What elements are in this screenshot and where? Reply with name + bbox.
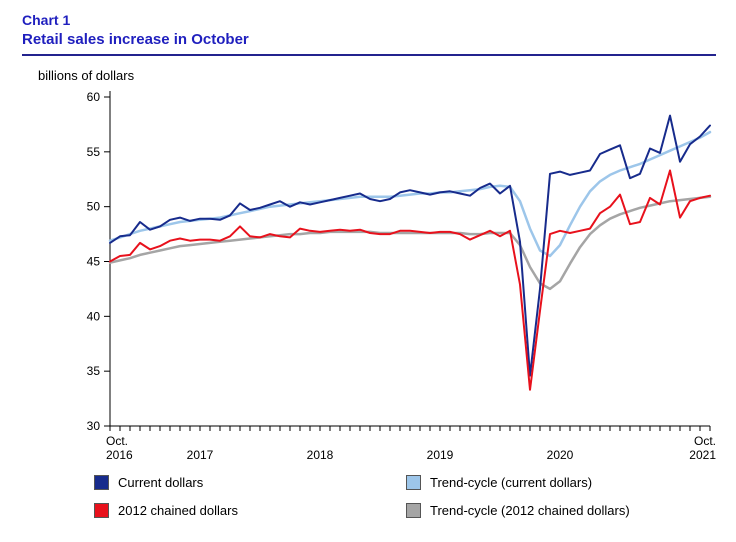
y-tick-label: 45 bbox=[87, 255, 101, 269]
chart-legend: Current dollars Trend-cycle (current dol… bbox=[94, 475, 716, 518]
page: Chart 1 Retail sales increase in October… bbox=[22, 12, 717, 518]
trend-chained-swatch bbox=[406, 503, 421, 518]
legend-item-trend-current: Trend-cycle (current dollars) bbox=[406, 475, 716, 490]
x-year-label: 2019 bbox=[427, 448, 454, 462]
trend-current-swatch bbox=[406, 475, 421, 490]
legend-item-current-dollars: Current dollars bbox=[94, 475, 406, 490]
title-divider bbox=[22, 54, 716, 56]
y-tick-label: 40 bbox=[87, 309, 101, 323]
legend-label: Current dollars bbox=[118, 475, 204, 490]
legend-item-trend-chained: Trend-cycle (2012 chained dollars) bbox=[406, 503, 716, 518]
page-title: Retail sales increase in October bbox=[22, 30, 249, 48]
x-year-label: 2018 bbox=[307, 448, 334, 462]
x-start-month-label: Oct. bbox=[106, 434, 128, 448]
x-year-label: 2017 bbox=[187, 448, 214, 462]
chained-dollars-swatch bbox=[94, 503, 109, 518]
x-start-year-label: 2016 bbox=[106, 448, 133, 462]
legend-label: 2012 chained dollars bbox=[118, 503, 238, 518]
series-line-current-dollars bbox=[109, 114, 711, 377]
y-tick-label: 30 bbox=[87, 419, 101, 433]
current-dollars-swatch bbox=[94, 475, 109, 490]
x-end-year-label: 2021 bbox=[689, 448, 716, 462]
x-year-label: 2020 bbox=[547, 448, 574, 462]
x-end-month-label: Oct. bbox=[694, 434, 716, 448]
legend-label: Trend-cycle (current dollars) bbox=[430, 475, 593, 490]
chart-number-label: Chart 1 bbox=[22, 12, 71, 28]
series-line-2012-chained-dollars bbox=[109, 169, 711, 391]
series-line-trend-cycle-2012-chained-dollars- bbox=[108, 195, 712, 291]
y-tick-label: 35 bbox=[87, 364, 101, 378]
y-tick-label: 55 bbox=[87, 145, 101, 159]
y-axis-unit-label: billions of dollars bbox=[38, 68, 135, 83]
legend-item-chained-dollars: 2012 chained dollars bbox=[94, 503, 406, 518]
y-tick-label: 50 bbox=[87, 200, 101, 214]
legend-label: Trend-cycle (2012 chained dollars) bbox=[430, 503, 630, 518]
y-tick-label: 60 bbox=[87, 90, 101, 104]
